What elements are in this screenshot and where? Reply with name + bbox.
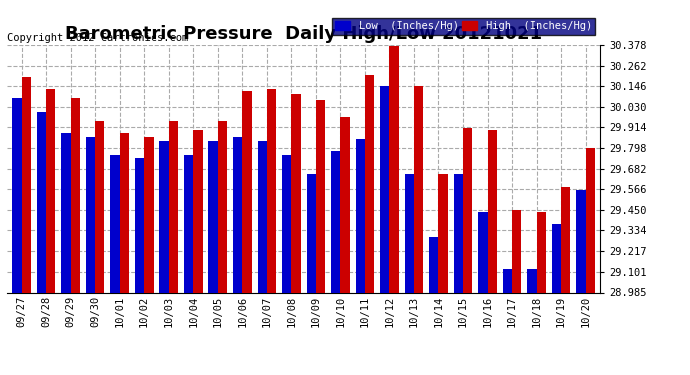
- Bar: [144, 137, 154, 375]
- Bar: [61, 134, 70, 375]
- Bar: [159, 141, 169, 375]
- Bar: [291, 94, 301, 375]
- Bar: [576, 190, 586, 375]
- Bar: [37, 112, 46, 375]
- Bar: [169, 121, 178, 375]
- Bar: [340, 117, 350, 375]
- Bar: [208, 141, 218, 375]
- Bar: [46, 89, 55, 375]
- Bar: [355, 139, 365, 375]
- Bar: [478, 211, 488, 375]
- Bar: [463, 128, 472, 375]
- Bar: [414, 86, 423, 375]
- Bar: [306, 174, 316, 375]
- Bar: [438, 174, 448, 375]
- Bar: [12, 98, 21, 375]
- Text: Copyright 2012 Cartronics.com: Copyright 2012 Cartronics.com: [7, 33, 188, 42]
- Bar: [86, 137, 95, 375]
- Bar: [110, 155, 119, 375]
- Bar: [95, 121, 104, 375]
- Bar: [316, 100, 325, 375]
- Bar: [453, 174, 463, 375]
- Legend: Low  (Inches/Hg), High  (Inches/Hg): Low (Inches/Hg), High (Inches/Hg): [332, 18, 595, 34]
- Bar: [184, 155, 193, 375]
- Title: Barometric Pressure  Daily High/Low 20121021: Barometric Pressure Daily High/Low 20121…: [65, 26, 542, 44]
- Bar: [21, 76, 31, 375]
- Bar: [429, 237, 438, 375]
- Bar: [282, 155, 291, 375]
- Bar: [365, 75, 374, 375]
- Bar: [233, 137, 242, 375]
- Bar: [135, 158, 144, 375]
- Bar: [331, 151, 340, 375]
- Bar: [586, 148, 595, 375]
- Bar: [527, 268, 537, 375]
- Bar: [488, 130, 497, 375]
- Bar: [512, 210, 522, 375]
- Bar: [552, 224, 561, 375]
- Bar: [561, 187, 571, 375]
- Bar: [119, 134, 129, 375]
- Bar: [267, 89, 276, 375]
- Bar: [257, 141, 267, 375]
- Bar: [242, 91, 252, 375]
- Bar: [70, 98, 80, 375]
- Bar: [404, 174, 414, 375]
- Bar: [537, 211, 546, 375]
- Bar: [389, 46, 399, 375]
- Bar: [503, 268, 512, 375]
- Bar: [380, 86, 389, 375]
- Bar: [218, 121, 227, 375]
- Bar: [193, 130, 203, 375]
